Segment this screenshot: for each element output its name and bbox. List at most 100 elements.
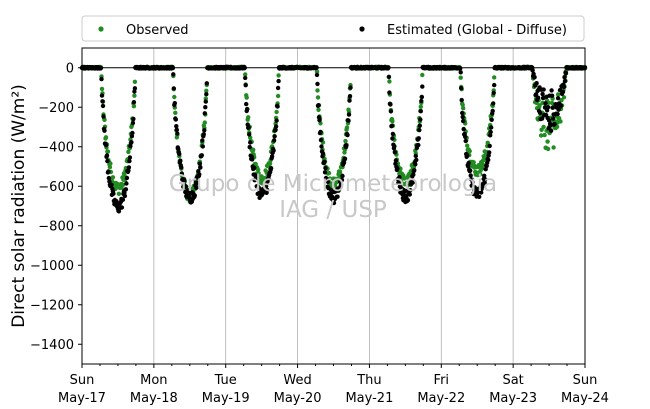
data-point — [540, 91, 545, 97]
data-point — [540, 95, 546, 101]
data-point — [419, 98, 424, 104]
watermark-line-1: Grupo de Micrometeorologia — [169, 171, 497, 197]
data-point — [459, 86, 464, 91]
data-point — [243, 72, 248, 77]
data-point — [244, 95, 249, 100]
data-point — [468, 173, 473, 178]
data-point — [405, 198, 411, 203]
legend-box — [81, 15, 585, 42]
data-point — [267, 161, 273, 166]
data-point — [420, 84, 425, 89]
data-point — [179, 171, 184, 176]
y-tick-label: −1000 — [30, 259, 74, 274]
data-point — [335, 194, 340, 199]
data-point — [204, 81, 209, 86]
data-point — [132, 86, 138, 91]
data-point — [491, 90, 496, 96]
data-point — [247, 144, 252, 150]
data-point — [348, 85, 353, 90]
data-point — [558, 119, 563, 124]
data-point — [531, 71, 536, 77]
data-point — [316, 103, 321, 108]
data-point — [110, 175, 116, 180]
data-point — [109, 182, 114, 187]
data-point — [275, 93, 281, 99]
data-point — [195, 180, 200, 185]
watermark: Grupo de Micrometeorologia IAG / USP — [169, 171, 497, 223]
data-point — [116, 191, 122, 196]
data-point — [315, 95, 321, 100]
data-point — [461, 126, 466, 132]
data-point — [122, 193, 128, 199]
data-point — [459, 97, 464, 103]
data-point — [346, 118, 351, 123]
data-point — [315, 81, 320, 87]
data-point — [102, 117, 107, 123]
data-point — [338, 182, 344, 187]
data-point — [552, 121, 557, 127]
data-point — [131, 100, 137, 105]
data-point — [344, 143, 349, 148]
data-point — [413, 162, 418, 167]
data-point — [563, 71, 569, 76]
x-tick-date: May-18 — [130, 391, 178, 406]
data-point — [393, 158, 399, 163]
data-point — [199, 153, 204, 158]
x-tick-weekday: Wed — [283, 373, 311, 388]
legend-marker-observed — [98, 26, 104, 32]
data-point — [530, 68, 535, 73]
data-point — [102, 128, 107, 133]
data-point — [314, 69, 320, 74]
data-point — [202, 128, 207, 133]
data-point — [243, 83, 248, 88]
data-point — [479, 190, 484, 195]
data-point — [483, 167, 488, 172]
data-point — [466, 164, 471, 169]
data-point — [347, 98, 352, 103]
data-point — [539, 116, 545, 121]
data-point — [274, 109, 279, 115]
data-point — [325, 179, 331, 184]
data-point — [182, 178, 187, 183]
data-point — [247, 132, 252, 137]
data-point — [538, 133, 544, 138]
y-tick-label: −600 — [38, 180, 74, 195]
data-point — [99, 76, 104, 82]
data-point — [131, 116, 136, 122]
data-point — [389, 123, 395, 128]
data-point — [561, 95, 567, 100]
data-point — [483, 177, 488, 182]
data-point — [461, 106, 466, 111]
data-point — [101, 114, 106, 119]
legend: Observed Estimated (Global - Diffuse) — [81, 15, 585, 42]
data-point — [317, 118, 322, 123]
data-point — [246, 125, 251, 130]
data-point — [197, 161, 202, 166]
data-point — [419, 94, 424, 100]
data-point — [407, 192, 412, 197]
data-point — [253, 161, 258, 167]
data-point — [126, 165, 132, 170]
x-tick-date: May-24 — [561, 391, 609, 406]
data-point — [492, 75, 497, 80]
data-point — [174, 127, 179, 132]
data-point — [560, 89, 566, 95]
data-point — [314, 72, 320, 78]
x-tick-weekday: Thu — [356, 373, 381, 388]
data-point — [463, 134, 468, 139]
data-point — [471, 160, 476, 165]
data-point — [541, 87, 546, 92]
data-point — [111, 191, 116, 196]
y-axis: 0 −200 −400 −600 −800 −1000 −1200 −1400 — [30, 61, 82, 353]
data-point — [276, 78, 281, 84]
data-point — [534, 81, 539, 86]
data-point — [105, 158, 110, 164]
data-point — [388, 102, 393, 107]
data-point — [119, 205, 125, 210]
data-point — [192, 193, 197, 198]
x-tick-weekday: Tue — [214, 373, 237, 388]
data-point — [482, 173, 487, 178]
data-point — [243, 75, 248, 81]
x-tick-weekday: Sat — [502, 373, 523, 388]
